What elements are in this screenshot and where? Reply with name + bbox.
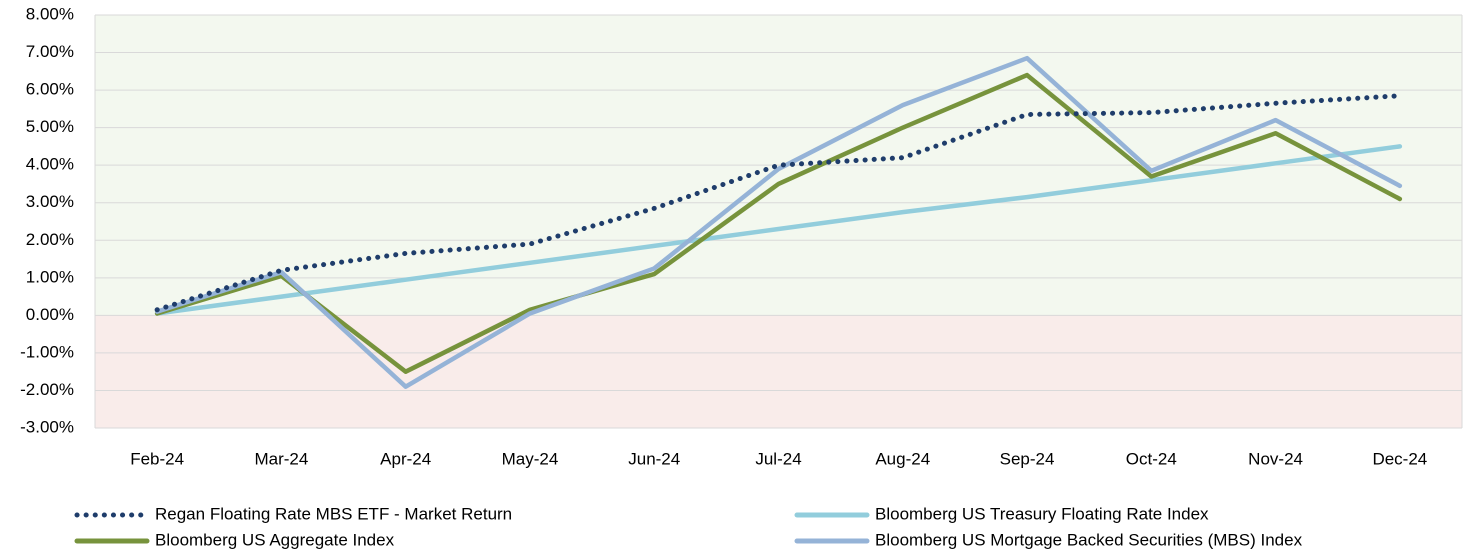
y-tick-label: 3.00% <box>26 192 74 211</box>
y-tick-label: 5.00% <box>26 117 74 136</box>
series-line <box>154 55 1403 389</box>
x-tick-label: Sep-24 <box>1000 449 1055 468</box>
series-line <box>154 144 1403 316</box>
x-tick-label: Dec-24 <box>1372 449 1427 468</box>
y-tick-label: 7.00% <box>26 42 74 61</box>
x-tick-label: Feb-24 <box>130 449 184 468</box>
y-tick-label: 8.00% <box>26 4 74 23</box>
legend-label: Bloomberg US Aggregate Index <box>155 530 395 549</box>
x-tick-label: Aug-24 <box>875 449 930 468</box>
plot-background <box>95 15 1462 428</box>
x-tick-label: Jul-24 <box>755 449 801 468</box>
x-tick-label: Nov-24 <box>1248 449 1303 468</box>
y-tick-label: 0.00% <box>26 305 74 324</box>
y-tick-label: 1.00% <box>26 267 74 286</box>
y-tick-label: 6.00% <box>26 80 74 99</box>
x-tick-label: Jun-24 <box>628 449 680 468</box>
y-tick-label: -1.00% <box>20 342 74 361</box>
negative-region <box>95 315 1462 428</box>
legend-label: Bloomberg US Mortgage Backed Securities … <box>875 530 1303 549</box>
series-line <box>154 72 1403 374</box>
legend-label: Bloomberg US Treasury Floating Rate Inde… <box>875 504 1209 523</box>
x-tick-label: Oct-24 <box>1126 449 1177 468</box>
x-tick-label: May-24 <box>502 449 559 468</box>
y-tick-label: 4.00% <box>26 155 74 174</box>
legend-label: Regan Floating Rate MBS ETF - Market Ret… <box>155 504 512 523</box>
x-tick-label: Mar-24 <box>254 449 308 468</box>
y-tick-label: 2.00% <box>26 230 74 249</box>
y-tick-label: -3.00% <box>20 417 74 436</box>
series-line <box>154 93 1403 313</box>
y-tick-label: -2.00% <box>20 380 74 399</box>
x-tick-label: Apr-24 <box>380 449 431 468</box>
